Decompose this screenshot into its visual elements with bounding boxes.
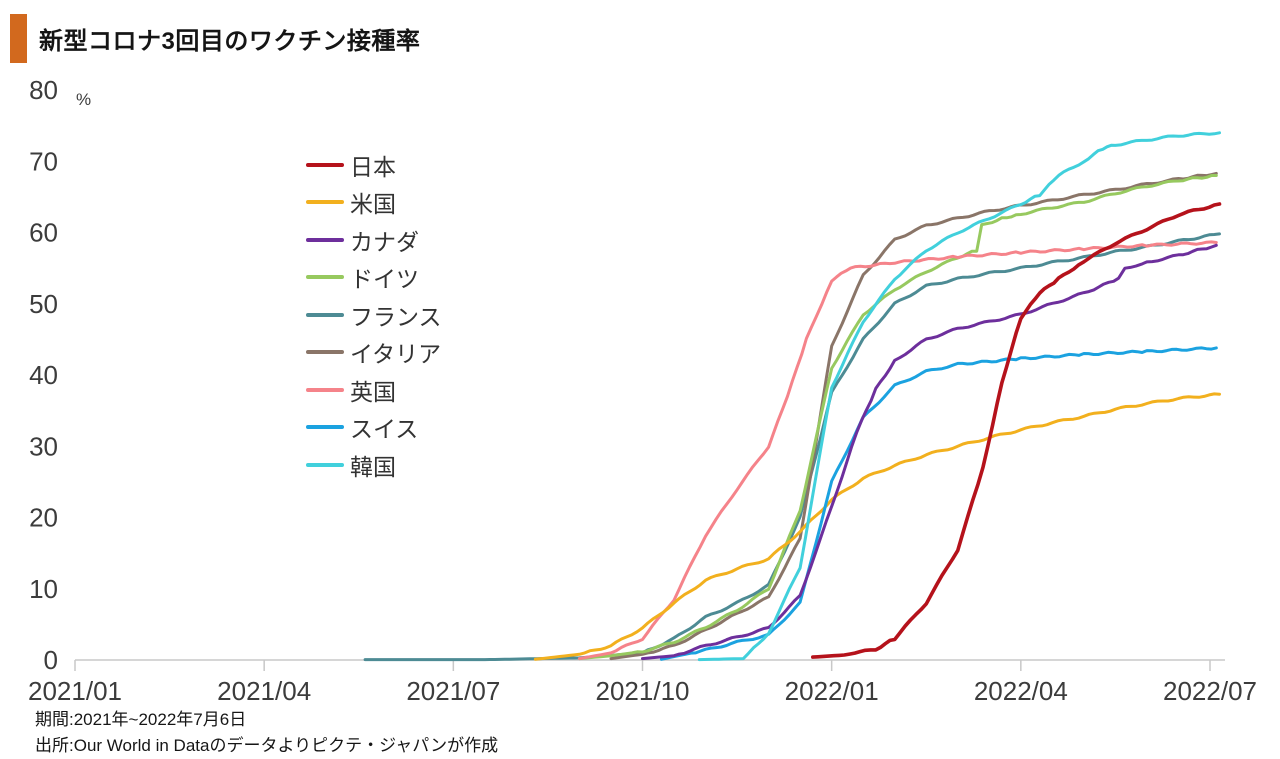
chart-line-france [363,232,1221,662]
legend-label-usa: 米国 [350,191,396,218]
legend-swatch-canada [306,237,344,242]
legend-label-france: フランス [350,303,442,330]
chart-line-korea [697,131,1221,662]
x-tick-label: 2021/04 [217,676,311,706]
legend-label-switzerland: スイス [350,416,419,443]
chart-line-canada [641,243,1218,661]
legend-item-korea: 韓国 [306,446,442,484]
chart-line-italy [609,171,1218,661]
legend-swatch-germany [306,275,344,280]
legend-swatch-italy [306,350,344,355]
legend-label-canada: カナダ [350,228,419,255]
footer-period: 期間:2021年~2022年7月6日 [35,710,247,729]
legend-label-italy: イタリア [350,341,442,368]
legend-label-uk: 英国 [350,378,396,405]
y-tick-label: 0 [44,645,58,675]
legend-item-italy: イタリア [306,334,442,372]
legend-swatch-france [306,312,344,317]
footer-source: 出所:Our World in Dataのデータよりピクテ・ジャパンが作成 [35,736,499,755]
legend-swatch-usa [306,200,344,205]
x-tick-label: 2022/01 [785,676,879,706]
chart-title: 新型コロナ3回目のワクチン接種率 [39,28,421,55]
chart-line-usa [533,392,1221,661]
chart-line-uk [577,240,1218,661]
y-tick-label: 20 [29,503,58,533]
legend-item-germany: ドイツ [306,259,442,297]
legend-swatch-switzerland [306,425,344,430]
legend-item-uk: 英国 [306,371,442,409]
x-tick-label: 2021/01 [28,676,122,706]
legend-label-germany: ドイツ [350,266,419,293]
legend-item-japan: 日本 [306,146,442,184]
y-tick-label: 60 [29,218,58,248]
x-tick-label: 2022/07 [1163,676,1257,706]
legend-item-france: フランス [306,296,442,334]
legend-item-switzerland: スイス [306,409,442,447]
y-tick-label: 40 [29,360,58,390]
legend-swatch-japan [306,162,344,167]
title-accent-bar [10,14,27,63]
y-tick-label: 10 [29,574,58,604]
y-axis-unit-label: % [76,90,92,109]
chart-line-switzerland [659,346,1218,661]
chart-line-germany [577,174,1218,661]
legend-swatch-korea [306,462,344,467]
y-tick-label: 80 [29,75,58,105]
chart-line-japan [810,202,1222,659]
x-tick-label: 2021/10 [596,676,690,706]
y-tick-label: 70 [29,146,58,176]
x-tick-label: 2022/04 [974,676,1068,706]
legend-label-korea: 韓国 [350,453,396,480]
legend-label-japan: 日本 [350,153,396,180]
legend-item-usa: 米国 [306,184,442,222]
legend-swatch-uk [306,387,344,392]
x-tick-label: 2021/07 [406,676,500,706]
chart-legend: 日本米国カナダドイツフランスイタリア英国スイス韓国 [306,146,442,484]
y-tick-label: 50 [29,289,58,319]
chart-title-block: 新型コロナ3回目のワクチン接種率 [10,14,420,63]
legend-item-canada: カナダ [306,221,442,259]
y-tick-label: 30 [29,431,58,461]
